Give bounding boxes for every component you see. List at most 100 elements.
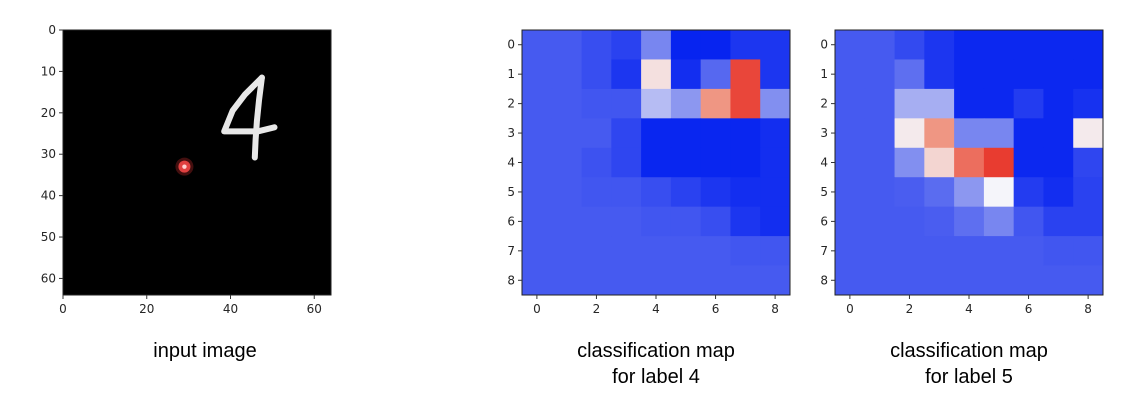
- heatmap-cell: [611, 206, 642, 237]
- heatmap-cell: [954, 118, 985, 149]
- heatmap-cell: [1073, 88, 1104, 119]
- heatmap-cell: [894, 147, 925, 178]
- heatmap-cell: [1013, 206, 1044, 237]
- heatmap-cell: [760, 88, 791, 119]
- heatmap-cell: [1013, 30, 1044, 60]
- heatmap-cell: [581, 118, 612, 149]
- y-tick-label: 7: [507, 244, 515, 258]
- heatmap-cell: [1043, 147, 1074, 178]
- heatmap-cell: [730, 236, 761, 266]
- heatmap-cell: [954, 177, 985, 208]
- heatmap-cell: [641, 236, 672, 266]
- panel-caption: classification map: [890, 340, 1048, 362]
- heatmap-cell: [1043, 59, 1074, 90]
- heatmap-cell: [894, 30, 925, 60]
- heatmap-cell: [983, 206, 1015, 237]
- y-tick-label: 8: [820, 273, 828, 287]
- panel-caption: for label 4: [612, 366, 700, 388]
- x-tick-label: 2: [906, 302, 914, 316]
- y-tick-label: 2: [507, 97, 515, 111]
- heatmap-cell: [894, 177, 925, 208]
- heatmap-cell: [551, 30, 582, 60]
- panel-caption: for label 5: [925, 366, 1013, 388]
- heatmap-cell: [1073, 118, 1104, 149]
- heatmap-cell: [983, 177, 1015, 208]
- heatmap-cell: [611, 177, 642, 208]
- y-tick-label: 0: [48, 23, 56, 37]
- heatmap-cell: [864, 177, 895, 208]
- heatmap-cell: [670, 30, 702, 60]
- heatmap-cell: [641, 147, 672, 178]
- y-tick-label: 0: [507, 38, 515, 52]
- heatmap-cell: [730, 88, 761, 119]
- heatmap-cell: [581, 236, 612, 266]
- x-tick-label: 2: [593, 302, 601, 316]
- marker-center: [182, 164, 187, 169]
- heatmap-cell: [983, 147, 1015, 178]
- heatmap-cell: [611, 147, 642, 178]
- heatmap-cell: [670, 177, 702, 208]
- heatmap-cell: [760, 118, 791, 149]
- heatmap-cell: [864, 265, 895, 296]
- heatmap-cell: [864, 206, 895, 237]
- heatmap-cell: [1073, 236, 1104, 266]
- heatmap-cell: [954, 59, 985, 90]
- panel-caption: input image: [153, 340, 256, 362]
- y-tick-label: 7: [820, 244, 828, 258]
- heatmap-cell: [611, 236, 642, 266]
- heatmap-cell: [730, 147, 761, 178]
- heatmap-cell: [924, 30, 955, 60]
- heatmap-cell: [700, 236, 731, 266]
- heatmap-cell: [924, 118, 955, 149]
- y-tick-label: 30: [41, 147, 56, 161]
- y-tick-label: 4: [820, 156, 828, 170]
- heatmap-cell: [894, 236, 925, 266]
- heatmap-cell: [730, 59, 761, 90]
- heatmap-cell: [551, 265, 582, 296]
- heatmap-cell: [581, 88, 612, 119]
- heatmap-cell: [700, 59, 731, 90]
- x-tick-label: 6: [1025, 302, 1033, 316]
- y-tick-label: 20: [41, 106, 56, 120]
- x-tick-label: 0: [59, 302, 67, 316]
- heatmap-cell: [835, 118, 866, 149]
- heatmap-cell: [522, 265, 553, 296]
- x-tick-label: 60: [307, 302, 322, 316]
- y-tick-label: 50: [41, 230, 56, 244]
- y-tick-label: 3: [507, 126, 515, 140]
- heatmap-cell: [760, 30, 791, 60]
- heatmap-cell: [835, 265, 866, 296]
- x-tick-label: 4: [965, 302, 973, 316]
- heatmap-cell: [522, 59, 553, 90]
- heatmap-cell: [581, 177, 612, 208]
- heatmap-cell: [924, 88, 955, 119]
- heatmap-cell: [1013, 88, 1044, 119]
- heatmap-cell: [730, 177, 761, 208]
- heatmap-cell: [983, 30, 1015, 60]
- heatmap-cell: [581, 265, 612, 296]
- heatmap-cell: [641, 118, 672, 149]
- heatmap-cell: [864, 88, 895, 119]
- x-tick-label: 8: [771, 302, 779, 316]
- heatmap-cell: [954, 88, 985, 119]
- heatmap-cell: [1073, 177, 1104, 208]
- heatmap-cell: [760, 236, 791, 266]
- heatmap-cell: [522, 147, 553, 178]
- heatmap-cell: [924, 236, 955, 266]
- heatmap-cell: [1013, 236, 1044, 266]
- heatmap-cell: [760, 265, 791, 296]
- panel-caption: classification map: [577, 340, 735, 362]
- heatmap-cell: [670, 118, 702, 149]
- heatmap-cell: [611, 118, 642, 149]
- heatmap-cell: [894, 206, 925, 237]
- heatmap-cell: [864, 30, 895, 60]
- heatmap-cell: [551, 147, 582, 178]
- y-tick-label: 60: [41, 271, 56, 285]
- heatmap-cell: [730, 265, 761, 296]
- heatmap-cell: [924, 59, 955, 90]
- heatmap-cell: [954, 265, 985, 296]
- heatmap-cell: [1043, 88, 1074, 119]
- heatmap-cell: [864, 59, 895, 90]
- x-tick-label: 4: [652, 302, 660, 316]
- heatmap-cell: [670, 147, 702, 178]
